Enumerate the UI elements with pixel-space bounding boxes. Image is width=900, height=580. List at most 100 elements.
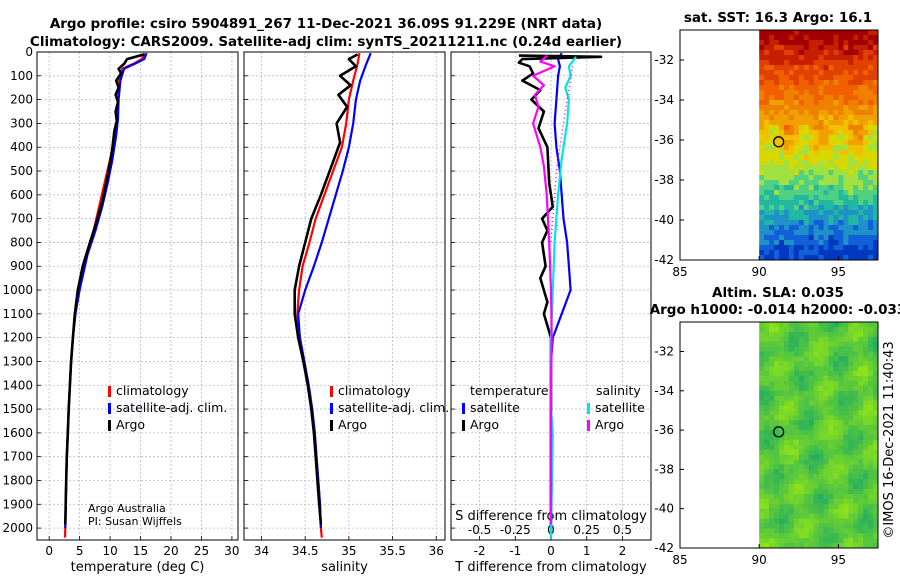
map-cell (779, 165, 785, 171)
map-cell (873, 346, 879, 352)
map-cell (798, 326, 805, 333)
map-cell (798, 543, 805, 549)
map-cell (873, 380, 879, 387)
map-cell (783, 410, 790, 416)
map-cell (779, 493, 785, 500)
map-x-tick-label: 85 (672, 553, 687, 567)
map-cell (788, 205, 795, 211)
legend-swatch (108, 386, 111, 397)
map-cell (783, 100, 790, 106)
map-cell (843, 513, 849, 520)
map-cell (798, 444, 805, 451)
map-cell (838, 454, 844, 461)
map-cell (848, 508, 854, 515)
map-cell (759, 185, 765, 191)
map-cell (808, 150, 815, 156)
map-cell (863, 351, 869, 357)
map-cell (838, 115, 844, 121)
map-cell (848, 523, 854, 529)
map-cell (833, 120, 839, 126)
map-cell (783, 444, 790, 451)
map-cell (838, 405, 844, 411)
map-cell (818, 459, 825, 465)
map-cell (783, 390, 790, 397)
map-cell (764, 489, 770, 495)
depth-tick-label: 1600 (2, 426, 33, 440)
map-cell (858, 205, 864, 211)
map-cell (838, 508, 844, 515)
map-cell (783, 105, 790, 111)
map-cell (863, 115, 869, 121)
map-cell (853, 474, 859, 480)
map-cell (873, 60, 879, 66)
map-cell (759, 40, 765, 46)
legend-label: satellite (595, 400, 645, 415)
map-cell (774, 170, 780, 176)
sla-map-panel: Altim. SLA: 0.035 Argo h1000: -0.014 h20… (650, 285, 900, 567)
map-cell (808, 205, 815, 211)
map-cell (764, 538, 770, 544)
map-cell (818, 380, 825, 387)
map-cell (858, 115, 864, 121)
map-cell (788, 175, 795, 181)
map-cell (818, 371, 825, 377)
map-cell (823, 240, 829, 246)
map-cell (818, 95, 825, 101)
map-cell (873, 110, 879, 116)
map-cell (783, 110, 790, 116)
map-cell (823, 444, 829, 451)
map-cell (779, 205, 785, 211)
map-cell (858, 180, 864, 186)
map-cell (848, 170, 854, 176)
map-cell (868, 371, 874, 377)
map-cell (868, 518, 874, 524)
map-cell (798, 105, 805, 111)
map-cell (823, 322, 829, 328)
map-cell (798, 395, 805, 402)
map-cell (818, 210, 825, 216)
map-cell (833, 331, 839, 338)
map-cell (779, 175, 785, 181)
map-cell (863, 110, 869, 116)
map-cell (793, 380, 800, 387)
map-cell (843, 50, 849, 56)
map-cell (828, 155, 834, 161)
map-cell (858, 444, 864, 451)
map-cell (873, 331, 879, 338)
map-cell (868, 449, 874, 456)
map-cell (858, 543, 864, 549)
map-cell (783, 50, 790, 56)
map-cell (868, 435, 874, 441)
map-cell (793, 385, 800, 392)
map-cell (808, 175, 815, 181)
map-cell (759, 346, 765, 352)
map-cell (828, 474, 834, 480)
map-cell (788, 484, 795, 490)
map-cell (759, 215, 765, 221)
map-cell (759, 385, 765, 392)
map-cell (838, 195, 844, 201)
map-cell (828, 331, 834, 338)
map-cell (853, 50, 859, 56)
map-cell (828, 376, 834, 382)
legend-swatch (587, 403, 590, 414)
map-cell (818, 50, 825, 56)
map-cell (843, 145, 849, 151)
map-cell (868, 528, 874, 534)
map-cell (858, 346, 864, 352)
map-cell (853, 190, 859, 196)
map-cell (838, 410, 844, 416)
map-y-tick-label: -36 (654, 133, 674, 147)
map-cell (833, 45, 839, 51)
map-cell (764, 250, 770, 256)
map-cell (818, 240, 825, 246)
map-cell (828, 361, 834, 367)
map-cell (769, 390, 775, 397)
map-cell (843, 508, 849, 515)
map-cell (793, 543, 800, 549)
map-cell (828, 170, 834, 176)
map-cell (779, 230, 785, 236)
map-cell (759, 55, 765, 61)
map-cell (848, 351, 854, 357)
map-cell (759, 380, 765, 387)
